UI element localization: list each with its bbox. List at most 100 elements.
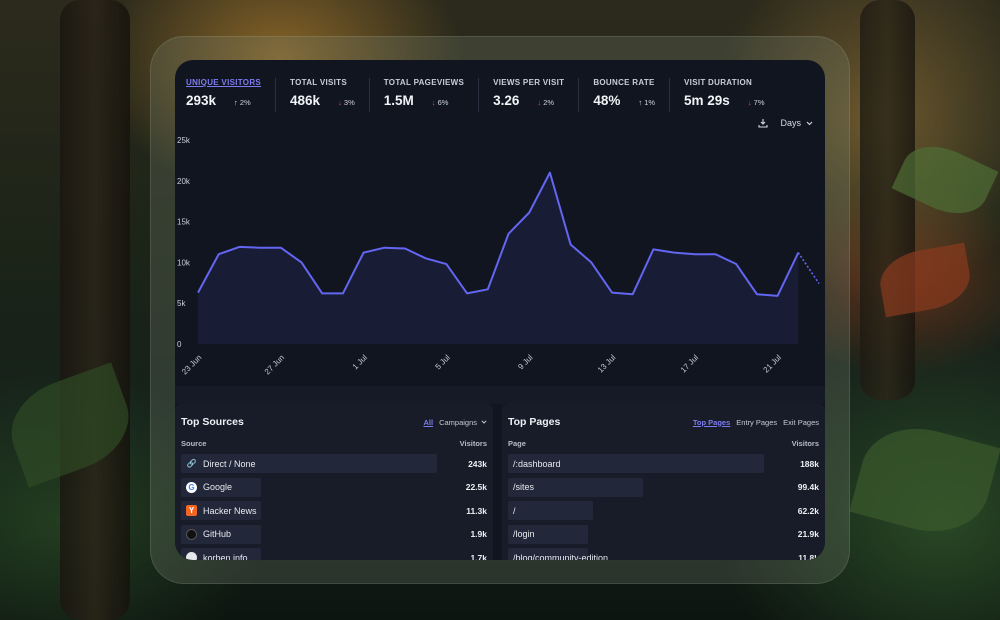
- x-tick-label: 17 Jul: [679, 353, 701, 375]
- stat-change: ↑ 1%: [638, 98, 655, 107]
- data-point[interactable]: [775, 293, 781, 299]
- stat-card[interactable]: BOUNCE RATE 48% ↑ 1%: [593, 78, 671, 112]
- stat-card[interactable]: VIEWS PER VISIT 3.26 ↓ 2%: [493, 78, 580, 112]
- sources-tabs: All Campaigns: [423, 418, 487, 427]
- share-bar: [508, 524, 588, 544]
- stat-value: 486k: [290, 93, 321, 108]
- background-leaf: [849, 414, 1000, 546]
- list-item-value: 11.8k: [798, 552, 819, 560]
- chart-controls: Days: [758, 118, 813, 128]
- stat-value: 5m 29s: [684, 93, 730, 108]
- share-bar: [181, 524, 261, 544]
- data-point[interactable]: [733, 261, 739, 267]
- data-point[interactable]: [443, 261, 449, 267]
- top-pages-card: Top Pages Top Pages Entry Pages Exit Pag…: [502, 404, 825, 560]
- list-item[interactable]: /:dashboard 188k: [508, 452, 819, 476]
- x-tick-label: 1 Jul: [351, 353, 369, 371]
- data-point[interactable]: [361, 250, 367, 256]
- data-point[interactable]: [671, 250, 677, 256]
- arrow-down-icon: ↓: [747, 98, 752, 107]
- stat-value: 3.26: [493, 93, 520, 108]
- data-point[interactable]: [236, 244, 242, 250]
- stat-card[interactable]: UNIQUE VISITORS 293k ↑ 2%: [186, 78, 277, 112]
- data-point[interactable]: [568, 241, 574, 247]
- data-point[interactable]: [340, 290, 346, 296]
- data-point[interactable]: [381, 245, 387, 251]
- data-point[interactable]: [816, 281, 822, 287]
- data-point[interactable]: [713, 251, 719, 257]
- x-tick-label: 9 Jul: [516, 353, 534, 371]
- data-point[interactable]: [588, 259, 594, 265]
- interval-label: Days: [780, 118, 801, 128]
- stat-value: 293k: [186, 93, 217, 108]
- list-item[interactable]: /login 21.9k: [508, 523, 819, 547]
- list-item[interactable]: / 62.2k: [508, 499, 819, 523]
- data-point[interactable]: [650, 246, 656, 252]
- list-item[interactable]: korben.info 1.7k: [181, 546, 487, 560]
- list-item[interactable]: GitHub 1.9k: [181, 523, 487, 547]
- series-line: [197, 171, 800, 297]
- list-item-label: /:dashboard: [513, 458, 561, 469]
- data-point[interactable]: [423, 255, 429, 261]
- x-tick-label: 27 Jun: [263, 353, 286, 376]
- stat-card[interactable]: TOTAL VISITS 486k ↓ 3%: [290, 78, 370, 112]
- list-item-value: 62.2k: [797, 505, 819, 516]
- y-tick-label: 0: [177, 340, 182, 349]
- share-bar: [181, 454, 437, 473]
- data-point[interactable]: [464, 290, 470, 296]
- list-item[interactable]: 🔗 Direct / None 243k: [181, 452, 487, 476]
- globe-icon: [186, 552, 197, 560]
- data-point[interactable]: [278, 245, 284, 251]
- share-bar: [181, 548, 261, 560]
- data-point[interactable]: [609, 290, 615, 296]
- data-point[interactable]: [506, 231, 512, 237]
- data-point[interactable]: [299, 259, 305, 265]
- stat-card[interactable]: TOTAL PAGEVIEWS 1.5M ↓ 6%: [383, 78, 480, 112]
- stat-change: ↓ 6%: [432, 98, 449, 107]
- data-point[interactable]: [526, 210, 532, 216]
- data-point[interactable]: [257, 245, 263, 251]
- tab-top-pages[interactable]: Top Pages: [692, 417, 731, 427]
- x-tick-label: 21 Jul: [762, 353, 784, 375]
- data-point[interactable]: [195, 290, 201, 296]
- sources-list: 🔗 Direct / None 243k G Google 22.5k Y Hacke…: [181, 452, 487, 560]
- list-item[interactable]: /sites 99.4k: [508, 476, 819, 500]
- data-point[interactable]: [754, 291, 760, 297]
- stat-label: UNIQUE VISITORS: [186, 78, 262, 87]
- arrow-down-icon: ↓: [431, 98, 436, 107]
- top-sources-title: Top Sources: [181, 416, 244, 428]
- list-item[interactable]: G Google 22.5k: [181, 476, 487, 500]
- data-point[interactable]: [216, 251, 222, 257]
- tab-entry-pages[interactable]: Entry Pages: [736, 417, 778, 427]
- stat-label: TOTAL VISITS: [290, 78, 347, 87]
- share-bar: [508, 548, 588, 560]
- arrow-up-icon: ↑: [638, 98, 643, 107]
- data-point[interactable]: [319, 290, 325, 296]
- share-bar: [508, 454, 764, 473]
- data-point[interactable]: [485, 286, 491, 292]
- tab-exit-pages[interactable]: Exit Pages: [783, 417, 819, 427]
- data-point[interactable]: [547, 170, 553, 176]
- data-point[interactable]: [692, 251, 698, 257]
- stat-card[interactable]: VISIT DURATION 5m 29s ↓ 7%: [684, 78, 778, 112]
- tab-all[interactable]: All: [423, 417, 434, 427]
- data-point[interactable]: [795, 250, 801, 256]
- download-icon[interactable]: [758, 118, 769, 128]
- pages-tabs: Top Pages Entry Pages Exit Pages: [693, 418, 819, 427]
- list-item-label: /: [513, 505, 516, 516]
- list-item-value: 188k: [800, 458, 819, 469]
- x-tick-label: 23 Jun: [180, 353, 203, 376]
- data-point[interactable]: [402, 246, 408, 252]
- stat-change-value: 7%: [753, 98, 765, 107]
- list-item[interactable]: /blog/community-edition 11.8k: [508, 546, 819, 560]
- list-item-value: 22.5k: [465, 482, 487, 493]
- interval-select[interactable]: Days: [780, 118, 813, 128]
- tab-campaigns[interactable]: Campaigns: [439, 418, 487, 427]
- stat-label: TOTAL PAGEVIEWS: [383, 78, 465, 87]
- data-point[interactable]: [630, 291, 636, 297]
- list-item-value: 21.9k: [797, 529, 819, 540]
- list-item[interactable]: Y Hacker News 11.3k: [181, 499, 487, 523]
- visitors-line-chart[interactable]: 0 5k 10k 15k 20k 25k 23 Jun 27 Jun 1 Jul 5 Jul 9 J…: [175, 132, 825, 382]
- section-divider: [175, 386, 825, 404]
- stat-change: ↓ 7%: [748, 98, 765, 107]
